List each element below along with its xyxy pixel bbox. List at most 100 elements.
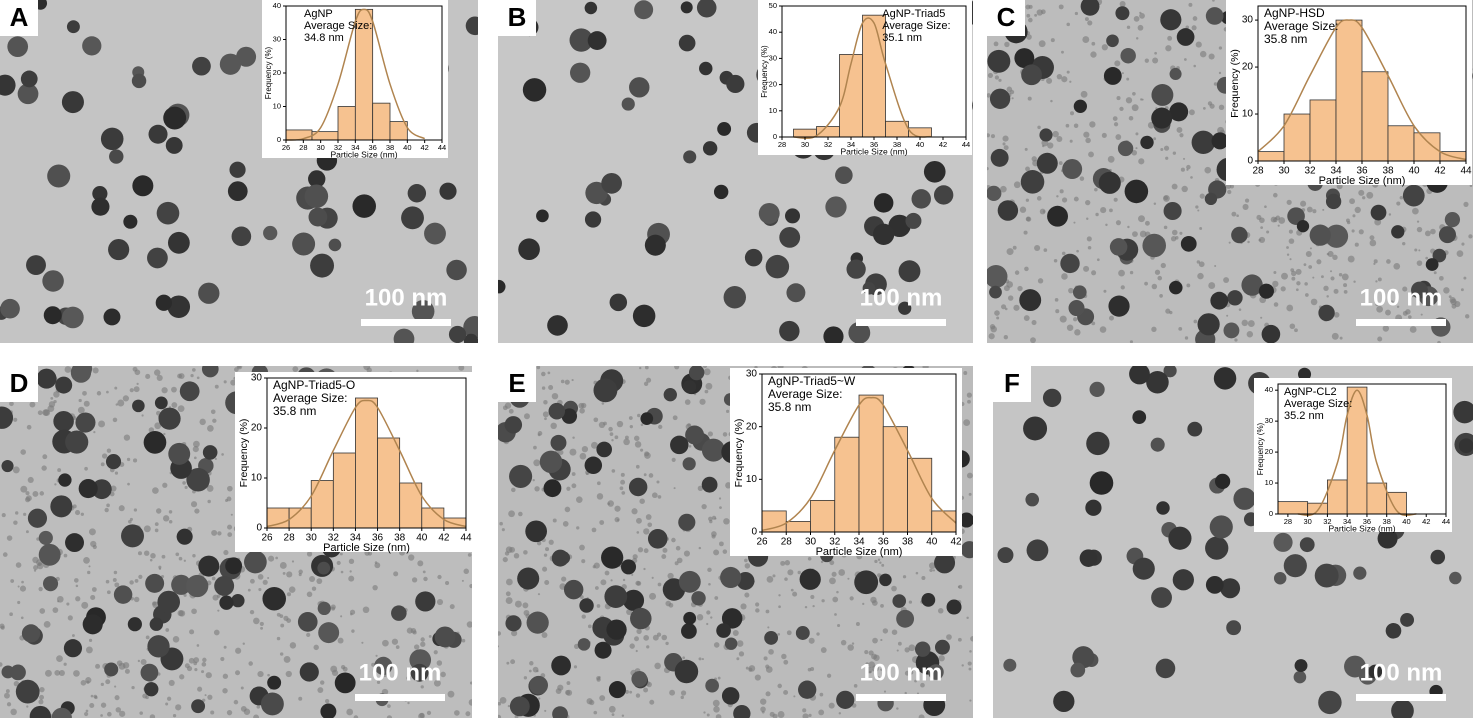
- particle: [1283, 554, 1307, 578]
- small-particle: [1193, 319, 1198, 324]
- small-particle: [564, 379, 570, 385]
- small-particle: [1107, 155, 1115, 163]
- small-particle: [1375, 302, 1379, 307]
- bar: [1257, 151, 1285, 162]
- small-particle: [1430, 228, 1436, 235]
- small-particle: [902, 575, 907, 579]
- small-particle: [703, 368, 711, 376]
- inset-annotation: 35.8 nm: [768, 400, 811, 414]
- particle: [678, 34, 696, 52]
- particle: [696, 0, 717, 18]
- scale-bar-label: 100 nm: [1360, 284, 1443, 311]
- particle: [131, 73, 147, 89]
- small-particle: [676, 557, 683, 564]
- small-particle: [249, 578, 255, 584]
- small-particle: [875, 676, 881, 682]
- small-particle: [511, 487, 516, 493]
- particle: [121, 524, 144, 548]
- particle: [896, 609, 915, 628]
- particle: [1231, 226, 1248, 244]
- small-particle: [1291, 270, 1297, 277]
- small-particle: [1138, 158, 1145, 165]
- small-particle: [407, 701, 410, 705]
- particle: [50, 495, 73, 518]
- small-particle: [279, 562, 287, 569]
- x-tick-label: 42: [1422, 517, 1430, 526]
- small-particle: [536, 669, 539, 673]
- x-tick-label: 28: [781, 537, 793, 548]
- small-particle: [1151, 283, 1158, 290]
- particle: [1273, 572, 1287, 585]
- small-particle: [819, 692, 824, 697]
- small-particle: [623, 438, 630, 446]
- particle: [1391, 699, 1414, 718]
- small-particle: [317, 687, 324, 693]
- particle: [168, 442, 191, 465]
- small-particle: [211, 529, 218, 536]
- small-particle: [725, 482, 732, 489]
- small-particle: [1416, 220, 1420, 223]
- small-particle: [83, 400, 90, 407]
- x-tick-label: 42: [1434, 166, 1446, 177]
- particle: [1411, 281, 1428, 299]
- x-tick-label: 44: [460, 533, 472, 544]
- small-particle: [634, 636, 639, 642]
- small-particle: [744, 592, 750, 598]
- small-particle: [1300, 200, 1307, 207]
- small-particle: [57, 595, 64, 603]
- small-particle: [918, 714, 925, 718]
- small-particle: [1037, 125, 1041, 130]
- small-particle: [1087, 20, 1093, 26]
- small-particle: [946, 634, 952, 640]
- particle: [670, 435, 689, 455]
- fit-curve: [266, 399, 467, 528]
- small-particle: [201, 670, 205, 674]
- small-particle: [391, 638, 399, 645]
- particle: [263, 225, 278, 241]
- bar: [285, 129, 313, 141]
- particle: [1213, 367, 1237, 390]
- x-tick-label: 26: [261, 533, 273, 544]
- small-particle: [706, 713, 710, 717]
- small-particle: [929, 562, 936, 570]
- small-particle: [629, 425, 633, 429]
- x-tick-label: 42: [438, 533, 450, 544]
- small-particle: [634, 435, 640, 442]
- small-particle: [1091, 41, 1096, 46]
- plot-frame: [1277, 383, 1447, 515]
- small-particle: [1113, 122, 1119, 127]
- small-particle: [538, 697, 541, 700]
- small-particle: [1312, 209, 1317, 214]
- small-particle: [557, 684, 564, 691]
- small-particle: [713, 642, 720, 648]
- particle: [108, 239, 130, 261]
- small-particle: [862, 602, 865, 606]
- bar: [907, 457, 933, 533]
- particle: [561, 408, 578, 424]
- small-particle: [214, 457, 217, 461]
- small-particle: [88, 565, 91, 568]
- small-particle: [32, 491, 39, 497]
- small-particle: [957, 637, 962, 642]
- small-particle: [1003, 335, 1009, 340]
- small-particle: [105, 579, 110, 584]
- small-particle: [95, 663, 101, 669]
- particle: [149, 617, 164, 631]
- small-particle: [998, 78, 1002, 82]
- small-particle: [970, 635, 973, 642]
- small-particle: [1181, 185, 1188, 193]
- fit-curve: [1257, 19, 1467, 161]
- small-particle: [1304, 282, 1308, 286]
- small-particle: [53, 391, 60, 398]
- small-particle: [1061, 251, 1066, 256]
- small-particle: [768, 649, 774, 655]
- small-particle: [1385, 309, 1391, 316]
- small-particle: [168, 510, 173, 514]
- small-particle: [866, 666, 873, 674]
- small-particle: [667, 572, 674, 580]
- particle: [632, 304, 656, 328]
- small-particle: [1358, 229, 1364, 235]
- small-particle: [387, 704, 391, 708]
- particle: [1086, 431, 1110, 456]
- y-tick-label: 30: [273, 34, 281, 43]
